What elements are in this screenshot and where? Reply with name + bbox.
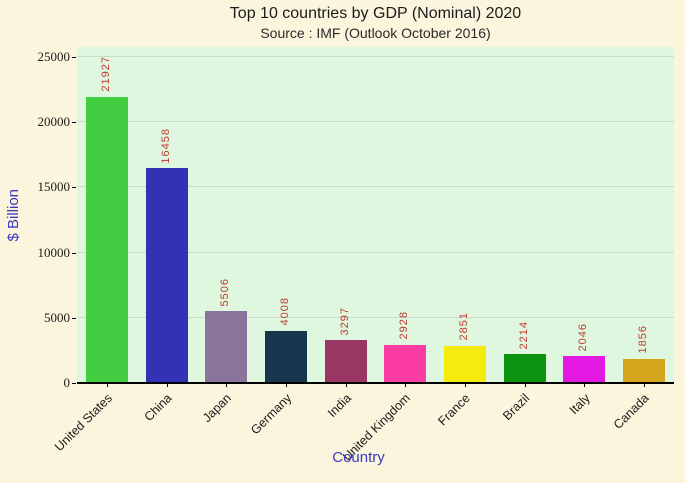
- x-tick-brazil: [524, 383, 526, 387]
- bar-brazil: [503, 354, 546, 383]
- x-tick-label-canada: Canada: [611, 391, 653, 432]
- x-tick-japan: [226, 383, 228, 387]
- x-tick-label-brazil: Brazil: [500, 391, 533, 424]
- x-axis-title: Country: [332, 449, 385, 466]
- x-tick-label-germany: Germany: [247, 391, 294, 438]
- y-tick-0: [72, 383, 76, 384]
- gridline-5000: [77, 316, 674, 318]
- x-tick-label-india: India: [324, 391, 354, 421]
- y-tick-5000: [72, 317, 76, 319]
- x-tick-label-france: France: [435, 391, 473, 429]
- x-tick-italy: [584, 383, 586, 387]
- x-tick-india: [345, 383, 347, 387]
- x-tick-canada: [644, 383, 646, 387]
- bar-italy: [563, 356, 606, 383]
- bar-china: [145, 168, 188, 383]
- x-tick-united-states: [106, 383, 108, 387]
- value-label-china: 16458: [159, 127, 172, 164]
- value-label-japan: 5506: [219, 277, 232, 307]
- y-tick-label-10000: 10000: [37, 244, 71, 260]
- y-tick-label-20000: 20000: [37, 114, 71, 130]
- x-tick-united-kingdom: [405, 383, 407, 387]
- bar-japan: [205, 311, 248, 383]
- x-tick-label-united-states: United States: [51, 391, 115, 454]
- y-tick-label-15000: 15000: [37, 179, 71, 195]
- bar-united-kingdom: [384, 344, 427, 383]
- gridline-15000: [77, 186, 674, 188]
- gridline-20000: [77, 121, 674, 123]
- x-tick-germany: [285, 383, 287, 387]
- value-label-brazil: 2214: [517, 320, 530, 350]
- x-tick-label-china: China: [141, 391, 175, 425]
- chart-subtitle: Source : IMF (Outlook October 2016): [260, 25, 491, 41]
- plot-area: 21927 United States 16458 China 5506 Japan 400…: [52, 47, 674, 464]
- bar-france: [444, 345, 487, 383]
- y-tick-25000: [72, 57, 76, 58]
- y-axis-title: $ Billion: [5, 188, 22, 242]
- y-tick-15000: [72, 187, 76, 189]
- x-tick-france: [465, 383, 467, 387]
- y-tick-label-25000: 25000: [37, 49, 71, 64]
- value-label-germany: 4008: [278, 297, 291, 326]
- x-tick-china: [166, 383, 168, 387]
- value-label-italy: 2046: [577, 322, 590, 352]
- x-tick-label-japan: Japan: [200, 391, 235, 425]
- value-label-france: 2851: [458, 312, 471, 341]
- gridline-25000: [77, 56, 674, 57]
- value-label-india: 3297: [338, 306, 351, 336]
- chart-title: Top 10 countries by GDP (Nominal) 2020: [229, 5, 522, 22]
- y-axis-title-wrap: $ Billion: [5, 47, 22, 383]
- value-label-canada: 1856: [637, 325, 650, 354]
- value-label-united-states: 21927: [99, 56, 112, 93]
- value-label-united-kingdom: 2928: [398, 311, 411, 340]
- x-tick-label-italy: Italy: [566, 391, 593, 418]
- y-tick-20000: [72, 122, 76, 124]
- x-axis-line: [77, 382, 674, 384]
- gridline-10000: [77, 251, 674, 253]
- bar-united-states: [85, 97, 128, 383]
- bar-canada: [623, 358, 666, 383]
- bar-india: [324, 340, 367, 383]
- y-tick-label-5000: 5000: [44, 309, 70, 325]
- y-tick-10000: [72, 252, 76, 254]
- bar-germany: [264, 330, 307, 383]
- y-tick-label-0: 0: [63, 375, 71, 390]
